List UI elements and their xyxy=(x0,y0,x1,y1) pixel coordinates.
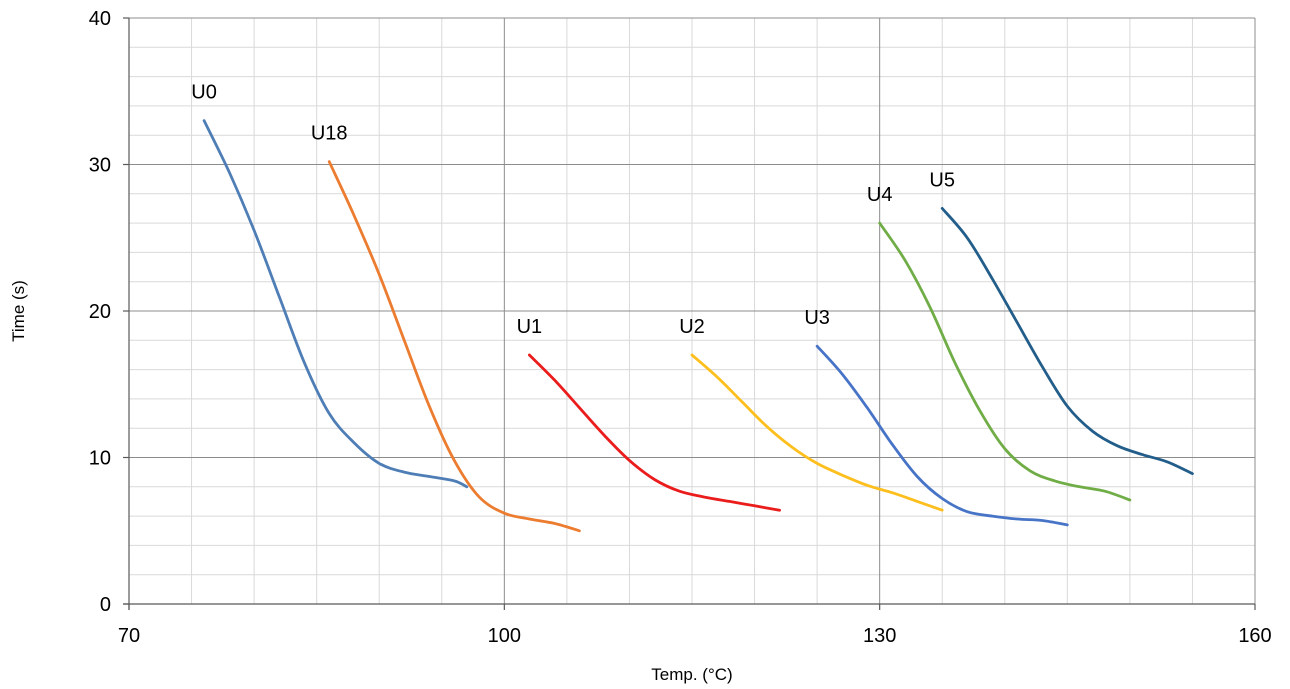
series-line-u2 xyxy=(690,353,944,512)
x-axis-title: Temp. (°C) xyxy=(651,665,732,684)
series-line-u4 xyxy=(878,221,1132,502)
y-tick-label: 30 xyxy=(89,155,111,177)
y-tick-label: 0 xyxy=(100,594,111,616)
series-label-u2: U2 xyxy=(679,316,705,338)
y-axis-title: Time (s) xyxy=(9,280,28,342)
y-tick-label: 10 xyxy=(89,448,111,470)
series-line-u18 xyxy=(327,160,581,533)
x-tick-label: 130 xyxy=(863,625,896,647)
series-label-u5: U5 xyxy=(929,169,955,191)
series-label-u1: U1 xyxy=(517,316,543,338)
major-grid xyxy=(129,17,1256,604)
series-label-u0: U0 xyxy=(191,82,217,104)
series-line-u1 xyxy=(528,353,781,512)
series-label-u3: U3 xyxy=(804,307,830,329)
y-tick-label: 20 xyxy=(89,301,111,323)
y-tick-label: 40 xyxy=(89,8,111,30)
series-lines xyxy=(202,119,1194,533)
axes xyxy=(123,17,1256,610)
tick-labels: 70 100 130 160 0 10 20 30 40 xyxy=(89,8,1272,647)
series-label-u4: U4 xyxy=(867,184,893,206)
x-tick-label: 100 xyxy=(488,625,521,647)
x-tick-label: 160 xyxy=(1238,625,1271,647)
series-line-u0 xyxy=(202,119,469,489)
series-label-u18: U18 xyxy=(311,123,348,145)
x-tick-label: 70 xyxy=(118,625,140,647)
series-line-u5 xyxy=(940,207,1194,475)
series-labels: U0 U18 U1 U2 U3 U4 U5 xyxy=(191,82,955,338)
series-line-u3 xyxy=(815,344,1069,527)
